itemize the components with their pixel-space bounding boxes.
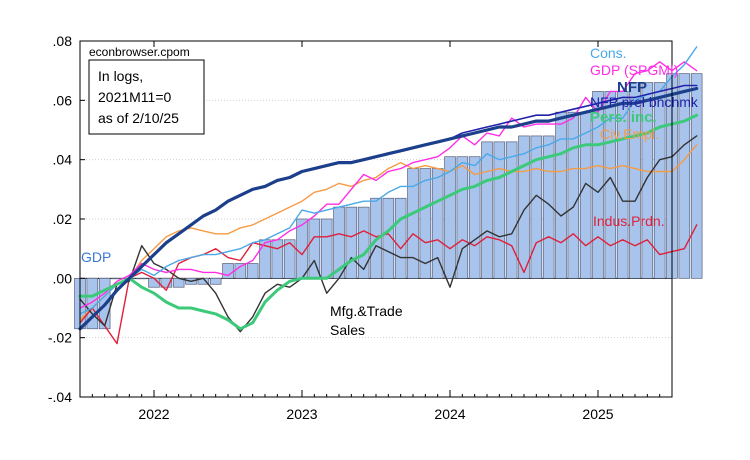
y-tick-label: .02 [53,211,73,227]
gdp-bar [468,156,481,279]
gdp-bar [641,82,654,279]
gdp-bar [690,73,703,279]
y-tick-label: .04 [53,152,73,168]
x-tick-label: 2022 [138,406,169,422]
series-label: Cons. [590,45,627,61]
series-line [79,135,698,333]
gdp-bar [456,156,469,279]
gdp-bar [481,141,493,279]
gdp-bar [320,218,333,279]
gdp-bar [394,197,407,279]
series-line [79,61,698,309]
y-axis: .08 .06 .04 .02 .00 -.02 -.04 [48,33,85,405]
series-label: Civ.Empl. [600,126,659,142]
series-line [78,86,699,331]
gdp-bar [542,135,555,279]
gdp-bar [271,239,284,279]
y-tick-label: -.02 [48,330,72,346]
gdp-bar [505,141,518,279]
y-tick-label: .08 [53,33,73,49]
gdp-bar [246,263,259,279]
gdp-bar [629,82,641,279]
gdp-bar [222,263,234,279]
gdp-bar [283,239,296,279]
series-label: NFP [617,79,647,96]
x-axis: 2022 2023 2024 2025 [79,41,673,422]
series-label: Pers. inc. [590,109,657,126]
gdp-bar [555,111,567,279]
series-lines [78,46,699,345]
gdp-bar [357,206,370,279]
gdp-bar [444,156,456,279]
gdp-bar [518,135,530,279]
annotation-box: In logs, 2021M11=0 as of 2/10/25 [88,59,205,135]
gdp-bar [209,277,222,285]
x-tick-label: 2023 [286,406,317,422]
source-note: econbrowser.cpom [89,45,190,59]
annotation-line-3: as of 2/10/25 [98,110,179,126]
gdp-bar [345,206,358,279]
gdp-bar [579,111,592,279]
gdp-bar [678,73,691,279]
gdp-bar [135,277,148,280]
gdp-bar [431,168,444,279]
annotation-line-1: In logs, [98,68,143,84]
series-line [79,224,698,345]
mfg-sales-label-2: Sales [330,322,365,338]
series-label: NFP prel bnchmk [590,94,699,110]
gdp-bar [530,135,543,279]
series-label: Indus.Prdn. [593,213,665,229]
gdp-bar [382,197,395,279]
series-label: GDP (SPGMI) [590,62,678,78]
y-tick-label: -.04 [48,389,72,405]
gdp-bars-label: GDP [81,249,111,265]
gdp-bar [160,277,173,288]
annotation-line-2: 2021M11=0 [98,89,172,105]
gdp-bar [419,168,432,279]
series-line [78,113,699,331]
gdp-bar [493,141,506,279]
mfg-sales-label-1: Mfg.&Trade [330,303,403,319]
x-tick-label: 2024 [434,406,465,422]
gdp-bar [653,82,666,279]
gdp-bars [74,73,703,330]
x-tick-label: 2025 [582,406,613,422]
series-line [79,46,698,315]
y-tick-label: .00 [53,270,73,286]
y-tick-label: .06 [53,92,73,108]
